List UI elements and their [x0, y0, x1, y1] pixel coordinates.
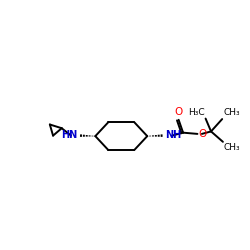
Text: H₃C: H₃C [188, 108, 204, 117]
Text: CH₃: CH₃ [224, 143, 240, 152]
Text: O: O [174, 107, 182, 117]
Text: CH₃: CH₃ [223, 108, 240, 117]
Text: O: O [198, 129, 207, 139]
Text: NH: NH [166, 130, 182, 140]
Text: HN: HN [61, 130, 77, 140]
